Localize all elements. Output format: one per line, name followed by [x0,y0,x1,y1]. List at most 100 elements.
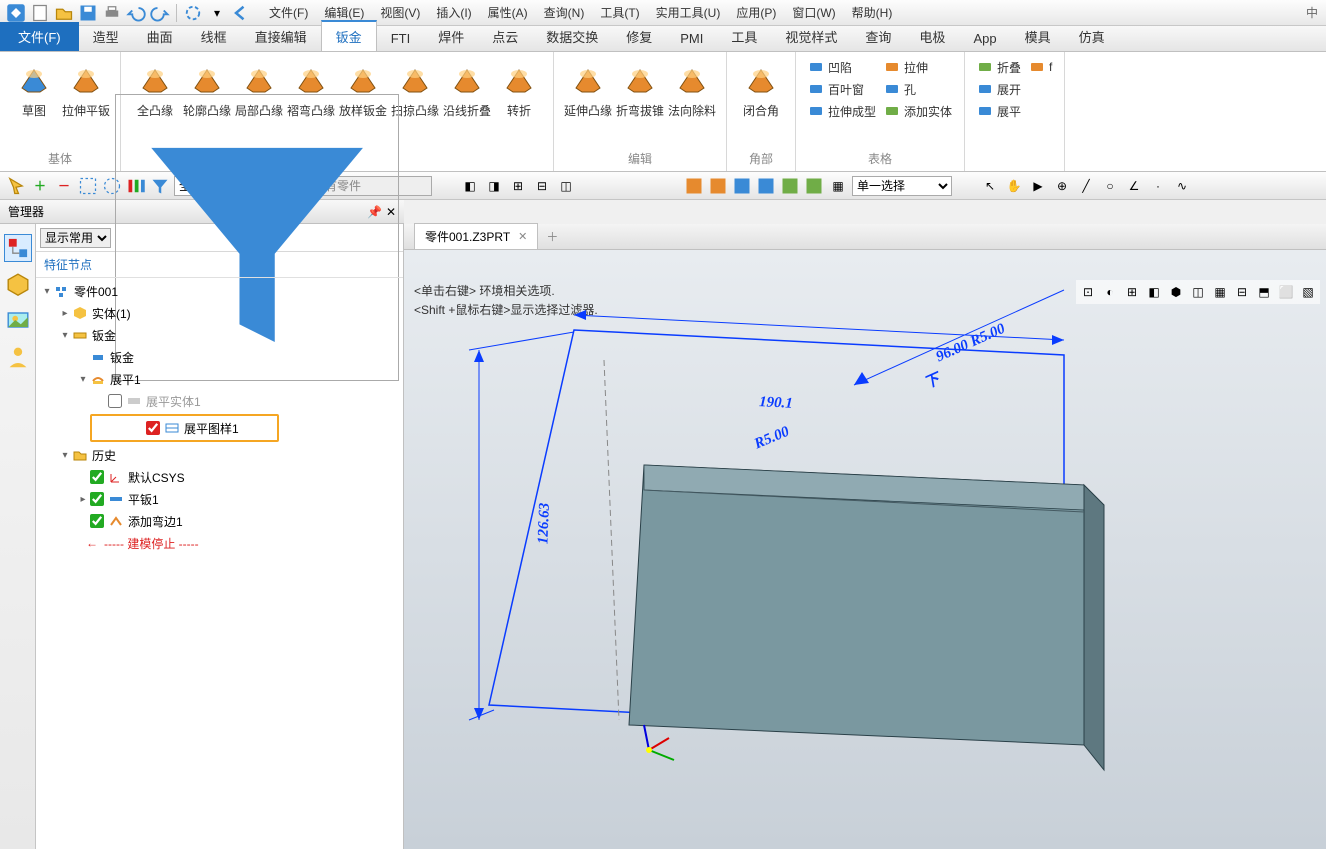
tab-dataexchange[interactable]: 数据交换 [532,22,612,51]
tab-weld[interactable]: 焊件 [424,22,478,51]
menu-window[interactable]: 窗口(W) [784,4,843,21]
tree-flatten[interactable]: ▾展平1 [40,368,399,390]
ribbon-btn-1-7[interactable]: 转折 [493,56,545,121]
tab-file[interactable]: 文件(F) [0,22,79,51]
ribbon-smallbtn-4-2[interactable]: 拉伸成型 [804,100,880,122]
tab-visualstyle[interactable]: 视觉样式 [771,22,851,51]
add-bend-checkbox[interactable] [90,514,104,528]
t2-icon-4[interactable]: ⊟ [532,176,552,196]
line-icon[interactable]: ╱ [1076,176,1096,196]
new-icon[interactable] [30,3,50,23]
file-tab[interactable]: 零件001.Z3PRT ✕ [414,223,538,249]
tab-app[interactable]: App [959,26,1010,51]
tab-tools[interactable]: 工具 [717,22,771,51]
tab-sim[interactable]: 仿真 [1065,22,1119,51]
ribbon-smallbtn-4-4[interactable]: 孔 [880,78,956,100]
menu-query[interactable]: 查询(N) [536,4,593,21]
tab-mold[interactable]: 模具 [1011,22,1065,51]
new-tab-button[interactable]: ＋ [538,224,566,249]
menu-attrs[interactable]: 属性(A) [480,4,536,21]
select-mode-dropdown[interactable]: 单一选择 [852,176,952,196]
tree-sheetmetal[interactable]: ▾钣金 [40,324,399,346]
flat-pattern-checkbox[interactable] [146,421,160,435]
leftbar-person-icon[interactable] [4,342,32,370]
save-icon[interactable] [78,3,98,23]
display-filter-dropdown[interactable]: 显示常用 [40,228,111,248]
menu-app[interactable]: 应用(P) [728,4,784,21]
refresh-icon[interactable] [183,3,203,23]
ribbon-smallbtn-5-2[interactable]: 展平 [973,100,1025,122]
ribbon-btn-0-0[interactable]: 草图 [8,56,60,121]
point-icon[interactable]: · [1148,176,1168,196]
viewport-3d[interactable]: <单击右键> 环境相关选项. <Shift +鼠标右键>显示选择过滤器. ⊡ ◐… [404,250,1326,849]
t2-blue-2[interactable] [756,176,776,196]
flat-solid-checkbox[interactable] [108,394,122,408]
tree-add-bend[interactable]: 添加弯边1 [40,510,399,532]
tab-sheetmetal[interactable]: 钣金 [321,20,377,51]
menu-edit[interactable]: 编辑(E) [316,4,372,21]
ribbon-btn-2-1[interactable]: 折弯拔锥 [614,56,666,121]
menu-utils[interactable]: 实用工具(U) [648,4,729,21]
ribbon-btn-1-6[interactable]: 沿线折叠 [441,56,493,121]
t2-icon-1[interactable]: ◧ [460,176,480,196]
curve-icon[interactable]: ∿ [1172,176,1192,196]
ribbon-smallbtn-4-1[interactable]: 百叶窗 [804,78,880,100]
tab-electrode[interactable]: 电极 [905,22,959,51]
menu-insert[interactable]: 插入(I) [428,4,479,21]
arrow-tool-icon[interactable]: ↖ [980,176,1000,196]
ribbon-smallbtn-4-5[interactable]: 添加实体 [880,100,956,122]
app-icon[interactable] [6,3,26,23]
ribbon-smallbtn-5-0[interactable]: 折叠 [973,56,1025,78]
leftbar-image-icon[interactable] [4,306,32,334]
tab-heal[interactable]: 修复 [612,22,666,51]
t2-icon-5[interactable]: ◫ [556,176,576,196]
tab-surface[interactable]: 曲面 [133,22,187,51]
ribbon-btn-2-2[interactable]: 法向除料 [666,56,718,121]
leftbar-cube-icon[interactable] [4,270,32,298]
tab-fti[interactable]: FTI [377,26,425,51]
ribbon-btn-3-0[interactable]: 闭合角 [735,56,787,121]
print-icon[interactable] [102,3,122,23]
t2-orange-1[interactable] [684,176,704,196]
play-icon[interactable]: ▶ [1028,176,1048,196]
tab-pmi[interactable]: PMI [666,26,717,51]
cursor-icon[interactable] [6,176,26,196]
t2-icon-3[interactable]: ⊞ [508,176,528,196]
tab-query[interactable]: 查询 [851,22,905,51]
ribbon-smallbtn-4-3[interactable]: 拉伸 [880,56,956,78]
selbox-icon[interactable] [78,176,98,196]
t2-icon-2[interactable]: ◨ [484,176,504,196]
hand-tool-icon[interactable]: ✋ [1004,176,1024,196]
close-tab-icon[interactable]: ✕ [518,230,527,243]
undo-icon[interactable] [126,3,146,23]
menu-help[interactable]: 帮助(H) [844,4,901,21]
tree-solid[interactable]: ▸实体(1) [40,302,399,324]
redo-icon[interactable] [150,3,170,23]
leftbar-tree-icon[interactable] [4,234,32,262]
ribbon-smallbtn-5-3[interactable]: f [1025,56,1056,78]
ribbon-smallbtn-5-1[interactable]: 展开 [973,78,1025,100]
angle-icon[interactable]: ∠ [1124,176,1144,196]
plus-icon[interactable]: ＋ [30,176,50,196]
flat-plate-checkbox[interactable] [90,492,104,506]
tree-csys[interactable]: 默认CSYS [40,466,399,488]
tab-shape[interactable]: 造型 [79,22,133,51]
t2-green-1[interactable] [780,176,800,196]
ribbon-btn-2-0[interactable]: 延伸凸缘 [562,56,614,121]
t2-green-2[interactable] [804,176,824,196]
tree-root[interactable]: ▾零件001 [40,280,399,302]
tree-flat-pattern[interactable]: 展平图样1 [90,414,279,442]
tab-directedit[interactable]: 直接编辑 [241,22,321,51]
menu-tools[interactable]: 工具(T) [592,4,647,21]
tree-history[interactable]: ▾历史 [40,444,399,466]
minus-icon[interactable]: － [54,176,74,196]
menu-view[interactable]: 视图(V) [372,4,428,21]
dropdown-icon[interactable]: ▾ [207,3,227,23]
circle-tool-icon[interactable]: ○ [1100,176,1120,196]
open-icon[interactable] [54,3,74,23]
ribbon-smallbtn-4-0[interactable]: 凹陷 [804,56,880,78]
tab-wireframe[interactable]: 线框 [187,22,241,51]
back-icon[interactable] [231,3,251,23]
tree-sm-child[interactable]: 钣金 [40,346,399,368]
ribbon-btn-0-1[interactable]: 拉伸平钣 [60,56,112,121]
